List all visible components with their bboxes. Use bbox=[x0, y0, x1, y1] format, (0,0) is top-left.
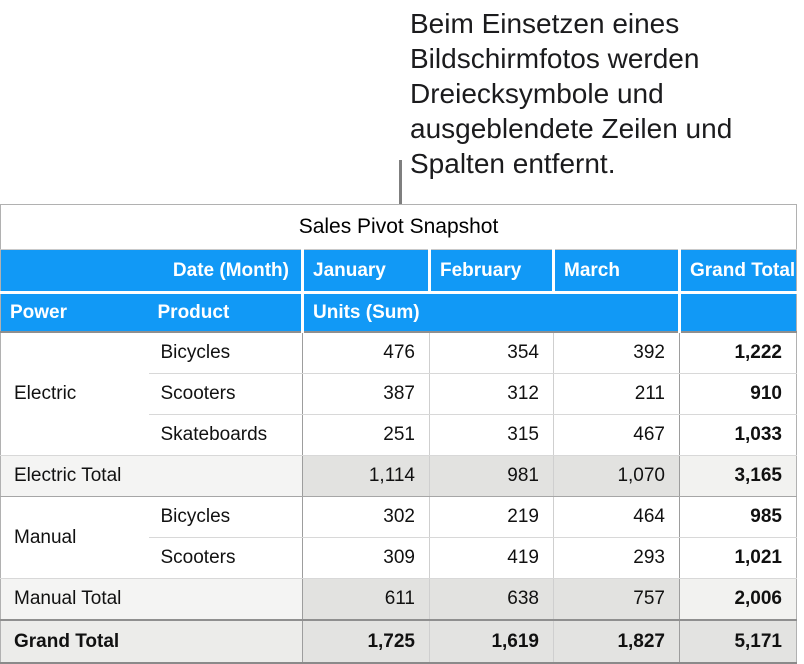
header-power: Power bbox=[0, 292, 149, 333]
value-cell: 392 bbox=[553, 332, 680, 374]
value-cell: 211 bbox=[553, 373, 680, 415]
header-units-sum: Units (Sum) bbox=[301, 292, 680, 333]
value-cell: 312 bbox=[429, 373, 554, 415]
subtotal-grand-cell: 2,006 bbox=[679, 578, 797, 621]
table-title: Sales Pivot Snapshot bbox=[0, 204, 797, 250]
grand-total-cell: 1,222 bbox=[679, 332, 797, 374]
value-cell: 219 bbox=[429, 496, 554, 538]
row-label-cell: Electric bbox=[0, 332, 149, 456]
product-cell: Bicycles bbox=[148, 332, 303, 374]
annotation-line: ausgeblendete Zeilen und bbox=[410, 113, 733, 144]
value-cell: 476 bbox=[302, 332, 430, 374]
annotation-line: Spalten entfernt. bbox=[410, 148, 616, 179]
value-cell: 251 bbox=[302, 414, 430, 456]
header-date-month: Date (Month) bbox=[0, 249, 303, 294]
pivot-table: Sales Pivot Snapshot Date (Month) Januar… bbox=[0, 204, 797, 664]
subtotal-value-cell: 1,070 bbox=[553, 455, 680, 497]
value-cell: 419 bbox=[429, 537, 554, 579]
header-february: February bbox=[428, 249, 554, 294]
subtotal-value-cell: 1,114 bbox=[302, 455, 430, 497]
value-cell: 309 bbox=[302, 537, 430, 579]
grand-total-value-cell: 1,619 bbox=[429, 619, 554, 663]
subtotal-grand-cell: 3,165 bbox=[679, 455, 797, 497]
header-grand-total: Grand Total bbox=[678, 249, 797, 294]
callout-connector-line bbox=[399, 160, 402, 205]
header-january: January bbox=[301, 249, 430, 294]
annotation-line: Beim Einsetzen eines bbox=[410, 8, 680, 39]
grand-total-value-cell: 5,171 bbox=[679, 619, 797, 663]
subtotal-label-cell: Electric Total bbox=[0, 455, 303, 497]
value-cell: 467 bbox=[553, 414, 680, 456]
product-cell: Scooters bbox=[148, 537, 303, 579]
header-march: March bbox=[552, 249, 680, 294]
value-cell: 302 bbox=[302, 496, 430, 538]
annotation-line: Bildschirmfotos werden bbox=[410, 43, 700, 74]
header-grand-total-blank bbox=[678, 292, 797, 333]
value-cell: 293 bbox=[553, 537, 680, 579]
product-cell: Scooters bbox=[148, 373, 303, 415]
subtotal-value-cell: 981 bbox=[429, 455, 554, 497]
value-cell: 315 bbox=[429, 414, 554, 456]
grand-total-cell: 985 bbox=[679, 496, 797, 538]
subtotal-value-cell: 611 bbox=[302, 578, 430, 621]
grand-total-cell: 1,033 bbox=[679, 414, 797, 456]
value-cell: 464 bbox=[553, 496, 680, 538]
grand-total-value-cell: 1,827 bbox=[553, 619, 680, 663]
subtotal-value-cell: 757 bbox=[553, 578, 680, 621]
subtotal-value-cell: 638 bbox=[429, 578, 554, 621]
value-cell: 387 bbox=[302, 373, 430, 415]
subtotal-label-cell: Manual Total bbox=[0, 578, 303, 621]
grand-total-cell: 910 bbox=[679, 373, 797, 415]
grand-total-cell: 1,021 bbox=[679, 537, 797, 579]
annotation-line: Dreiecksymbole und bbox=[410, 78, 664, 109]
grand-total-value-cell: 1,725 bbox=[302, 619, 430, 663]
annotation-text: Beim Einsetzen eines Bildschirmfotos wer… bbox=[410, 6, 790, 181]
value-cell: 354 bbox=[429, 332, 554, 374]
product-cell: Bicycles bbox=[148, 496, 303, 538]
row-label-cell: Manual bbox=[0, 496, 149, 579]
product-cell: Skateboards bbox=[148, 414, 303, 456]
grand-total-label-cell: Grand Total bbox=[0, 619, 303, 663]
header-product: Product bbox=[148, 292, 303, 333]
